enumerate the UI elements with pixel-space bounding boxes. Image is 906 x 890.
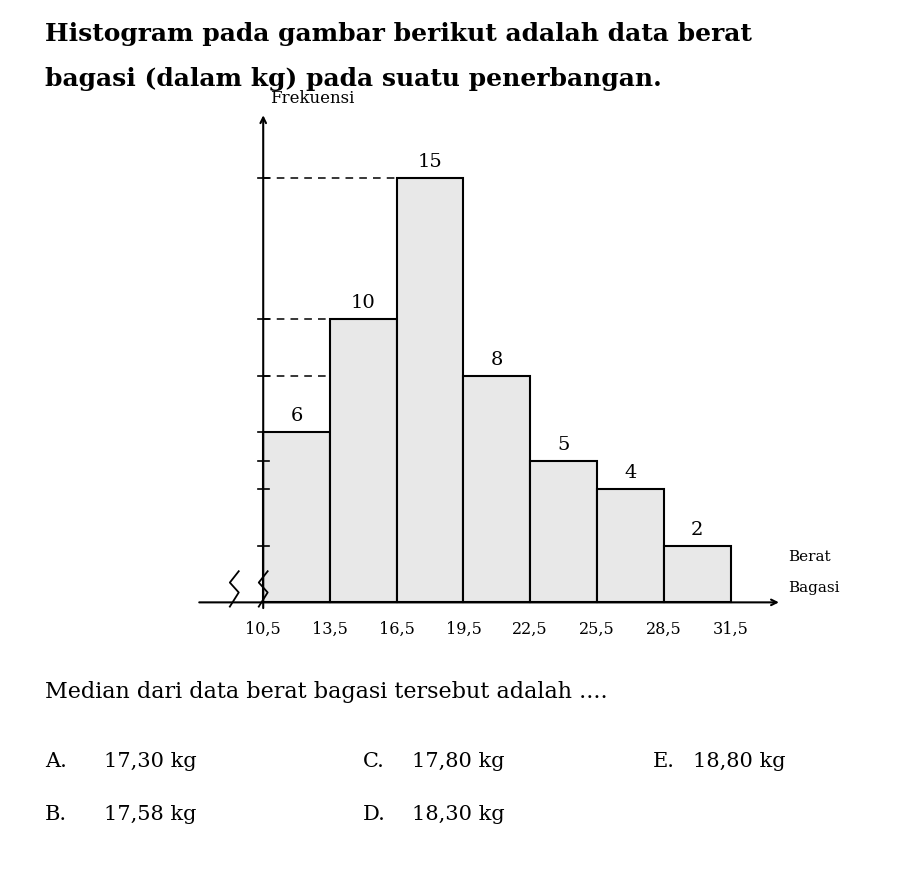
Text: B.: B. bbox=[45, 805, 67, 824]
Text: 13,5: 13,5 bbox=[312, 621, 348, 638]
Text: 10,5: 10,5 bbox=[246, 621, 281, 638]
Text: 15: 15 bbox=[418, 152, 442, 171]
Text: Berat: Berat bbox=[788, 550, 831, 564]
Bar bbox=[530, 461, 597, 603]
Bar bbox=[330, 320, 397, 603]
Text: 19,5: 19,5 bbox=[446, 621, 481, 638]
Text: Median dari data berat bagasi tersebut adalah ....: Median dari data berat bagasi tersebut a… bbox=[45, 681, 608, 703]
Text: 17,80 kg: 17,80 kg bbox=[412, 752, 505, 771]
Text: bagasi (dalam kg) pada suatu penerbangan.: bagasi (dalam kg) pada suatu penerbangan… bbox=[45, 67, 662, 91]
Bar bbox=[264, 433, 330, 603]
Text: A.: A. bbox=[45, 752, 67, 771]
Bar bbox=[597, 490, 664, 603]
Text: Frekuensi: Frekuensi bbox=[270, 90, 354, 107]
Text: 28,5: 28,5 bbox=[646, 621, 681, 638]
Text: Bagasi: Bagasi bbox=[788, 581, 840, 595]
Text: 8: 8 bbox=[491, 351, 503, 368]
Text: 10: 10 bbox=[351, 294, 376, 312]
Text: 2: 2 bbox=[691, 521, 703, 538]
Text: D.: D. bbox=[362, 805, 385, 824]
Text: 17,30 kg: 17,30 kg bbox=[104, 752, 197, 771]
Text: 22,5: 22,5 bbox=[513, 621, 548, 638]
Text: E.: E. bbox=[652, 752, 674, 771]
Bar bbox=[464, 376, 530, 603]
Text: 17,58 kg: 17,58 kg bbox=[104, 805, 197, 824]
Bar bbox=[397, 178, 464, 603]
Text: 4: 4 bbox=[624, 464, 637, 482]
Text: 31,5: 31,5 bbox=[713, 621, 748, 638]
Text: 25,5: 25,5 bbox=[579, 621, 615, 638]
Text: Histogram pada gambar berikut adalah data berat: Histogram pada gambar berikut adalah dat… bbox=[45, 22, 752, 46]
Text: 5: 5 bbox=[557, 436, 570, 454]
Bar bbox=[664, 546, 730, 603]
Text: 16,5: 16,5 bbox=[379, 621, 415, 638]
Text: 6: 6 bbox=[291, 408, 303, 425]
Text: 18,80 kg: 18,80 kg bbox=[693, 752, 786, 771]
Text: 18,30 kg: 18,30 kg bbox=[412, 805, 505, 824]
Text: C.: C. bbox=[362, 752, 384, 771]
